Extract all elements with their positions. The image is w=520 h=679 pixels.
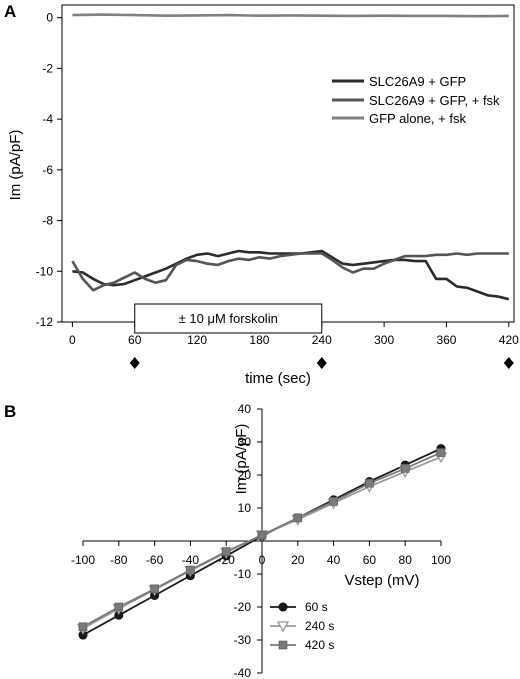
x-tick-label-a: 360 (436, 333, 456, 347)
x-tick-label-b: -80 (110, 553, 128, 567)
y-tick-label-b: -40 (234, 666, 252, 679)
legend-b-label-2: 420 s (305, 638, 334, 652)
x-tick-label-a: 180 (249, 333, 269, 347)
y-tick-label-a: -8 (42, 214, 53, 228)
series-line-a-2 (72, 13, 509, 18)
x-tick-label-a: 0 (69, 333, 76, 347)
y-tick-label-a: -4 (42, 112, 53, 126)
x-tick-label-a: 120 (187, 333, 207, 347)
data-point-b-2 (221, 547, 231, 556)
legend-a-label-0: SLC26A9 + GFP (369, 74, 466, 89)
panel-a: A 0-2-4-6-8-10-12 0 60 120 180 240 300 360 420 … (4, 2, 519, 387)
x-tick-label-b: -40 (182, 553, 200, 567)
x-tick-label-b: 60 (363, 553, 377, 567)
data-point-b-2 (114, 602, 124, 612)
time-marker-diamond (316, 357, 327, 369)
y-tick-label-a: 0 (46, 11, 53, 25)
panel-b-label: B (4, 402, 16, 421)
y-tick-label-b: 30 (238, 435, 252, 449)
x-tick-label-b: 20 (291, 553, 305, 567)
legend-b-label-0: 60 s (305, 600, 328, 614)
x-tick-label-b: -100 (71, 553, 95, 567)
x-axis-label-b: Vstep (mV) (344, 572, 419, 589)
x-axis-label-a: time (sec) (245, 370, 311, 387)
y-axis-label-b: Im (pA/pF) (233, 424, 250, 495)
x-tick-label-a: 240 (312, 333, 332, 347)
y-axis-label-a: Im (pA/pF) (7, 130, 24, 201)
legend-a: SLC26A9 + GFP SLC26A9 + GFP, + fsk GFP a… (332, 74, 500, 126)
data-point-b-2 (365, 478, 374, 488)
data-point-b-2 (257, 530, 267, 540)
legend-b: 60 s 240 s 420 s (270, 600, 334, 652)
x-tick-label-a: 60 (128, 333, 142, 347)
x-tick-label-b: -60 (146, 553, 164, 567)
legend-b-marker-1 (276, 621, 290, 633)
y-tick-label-b: 40 (238, 402, 252, 416)
data-point-b-2 (329, 497, 338, 506)
data-point-b-2 (400, 464, 410, 473)
series-line-a-1 (71, 252, 509, 292)
forskolin-bar-box (134, 303, 323, 334)
legend-b-marker-2 (278, 640, 288, 650)
x-tick-label-b: 40 (327, 553, 341, 567)
x-tick-label-a: 300 (374, 333, 394, 347)
time-marker-diamond (503, 357, 514, 369)
legend-a-label-2: GFP alone, + fsk (369, 111, 466, 126)
x-tick-label-a: 420 (499, 333, 519, 347)
data-point-b-2 (78, 622, 88, 632)
y-tick-label-b: -20 (234, 600, 252, 614)
y-tick-label-a: -6 (42, 163, 53, 177)
y-tick-label-a: -2 (42, 61, 53, 75)
y-tick-label-b: -30 (234, 633, 252, 647)
legend-b-marker-0 (278, 602, 288, 612)
panel-a-label: A (4, 2, 16, 21)
forskolin-bar-label: ± 10 μM forskolin (179, 311, 278, 326)
y-tick-label-b: 10 (238, 501, 252, 515)
y-tick-label-a: -10 (36, 264, 54, 278)
data-point-b-2 (150, 584, 159, 594)
y-tick-label-b: -10 (234, 567, 252, 581)
y-tick-label-a: -12 (36, 315, 54, 329)
x-tick-label-b: 80 (399, 553, 413, 567)
legend-a-label-1: SLC26A9 + GFP, + fsk (369, 93, 500, 108)
data-point-b-2 (293, 513, 303, 523)
x-tick-label-b: 100 (431, 553, 451, 567)
legend-b-label-1: 240 s (305, 619, 334, 633)
data-point-b-2 (436, 448, 446, 457)
time-marker-diamond (129, 357, 140, 369)
panel-b: B -100-80-60-40-20020406080100 -40-30-20… (4, 402, 451, 679)
y-tick-label-b: 20 (238, 468, 252, 482)
x-tick-label-b: 0 (259, 553, 266, 567)
forskolin-bar: ± 10 μM forskolin (134, 303, 323, 334)
data-point-b-2 (186, 565, 195, 575)
